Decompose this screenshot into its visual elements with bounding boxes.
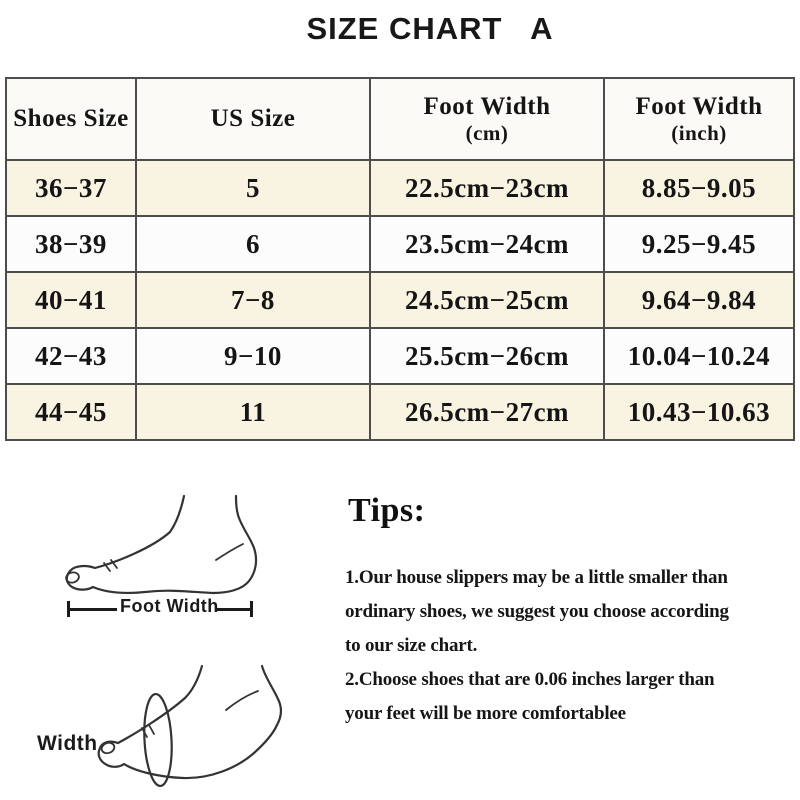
cell-foot-width-inch: 9.25−9.45 [603, 215, 795, 273]
cell-shoes-size: 36−37 [5, 159, 137, 217]
cell-us-size: 11 [135, 383, 371, 441]
column-header-label: US Size [210, 104, 296, 132]
cell-foot-width-cm: 24.5cm−25cm [369, 271, 605, 329]
cell-foot-width-cm: 23.5cm−24cm [369, 215, 605, 273]
foot-width-label: Foot Width [120, 596, 219, 616]
cell-foot-width-inch: 8.85−9.05 [603, 159, 795, 217]
foot-girth-illustration [97, 664, 282, 788]
tip-line: 1.Our house slippers may be a little sma… [345, 567, 728, 588]
table-header-row: Shoes Size US Size Foot Width (cm) Foot … [5, 77, 795, 161]
column-header-label: Shoes Size [13, 104, 129, 132]
column-header-unit: (cm) [465, 121, 509, 146]
column-header-foot-width-cm: Foot Width (cm) [369, 77, 605, 161]
dimension-line-left [70, 608, 117, 611]
column-header-shoes-size: Shoes Size [5, 77, 137, 161]
tips-text: 1.Our house slippers may be a little sma… [345, 561, 729, 731]
toe-crease [103, 559, 118, 572]
size-chart-table: Shoes Size US Size Foot Width (cm) Foot … [5, 77, 795, 441]
tip-line: ordinary shoes, we suggest you choose ac… [345, 601, 729, 622]
cell-foot-width-inch: 10.04−10.24 [603, 327, 795, 385]
cell-foot-width-cm: 22.5cm−23cm [369, 159, 605, 217]
toenail [100, 741, 116, 755]
table-row: 38−39 6 23.5cm−24cm 9.25−9.45 [5, 215, 795, 273]
cell-us-size: 7−8 [135, 271, 371, 329]
tip-line: 2.Choose shoes that are 0.06 inches larg… [345, 669, 715, 690]
cell-shoes-size: 38−39 [5, 215, 137, 273]
cell-us-size: 5 [135, 159, 371, 217]
cell-shoes-size: 40−41 [5, 271, 137, 329]
dimension-line-right [216, 608, 252, 611]
cell-foot-width-inch: 10.43−10.63 [603, 383, 795, 441]
cell-shoes-size: 42−43 [5, 327, 137, 385]
width-label: Width [37, 732, 98, 755]
page-title: SIZE CHART A [306, 11, 554, 46]
column-header-foot-width-inch: Foot Width (inch) [603, 77, 795, 161]
dimension-tick-left [67, 601, 70, 617]
column-header-us-size: US Size [135, 77, 371, 161]
cell-us-size: 6 [135, 215, 371, 273]
foot-outline [97, 664, 282, 780]
column-header-label: Foot Width [423, 92, 551, 120]
heel-crease [225, 690, 259, 711]
cell-foot-width-inch: 9.64−9.84 [603, 271, 795, 329]
cell-foot-width-cm: 26.5cm−27cm [369, 383, 605, 441]
cell-foot-width-cm: 25.5cm−26cm [369, 327, 605, 385]
foot-side-view-illustration [65, 494, 258, 595]
foot-outline [65, 494, 258, 595]
dimension-tick-right [250, 601, 253, 617]
table-row: 42−43 9−10 25.5cm−26cm 10.04−10.24 [5, 327, 795, 385]
cell-us-size: 9−10 [135, 327, 371, 385]
girth-ellipse [143, 692, 173, 788]
column-header-label: Foot Width [635, 92, 763, 120]
heel-crease [215, 543, 244, 561]
table-row: 36−37 5 22.5cm−23cm 8.85−9.05 [5, 159, 795, 217]
table-row: 40−41 7−8 24.5cm−25cm 9.64−9.84 [5, 271, 795, 329]
tips-heading: Tips: [348, 492, 426, 529]
toenail [65, 571, 80, 584]
column-header-unit: (inch) [671, 121, 727, 146]
tip-line: to our size chart. [345, 635, 478, 656]
table-row: 44−45 11 26.5cm−27cm 10.43−10.63 [5, 383, 795, 441]
tip-line: your feet will be more comfortablee [345, 703, 626, 724]
cell-shoes-size: 44−45 [5, 383, 137, 441]
